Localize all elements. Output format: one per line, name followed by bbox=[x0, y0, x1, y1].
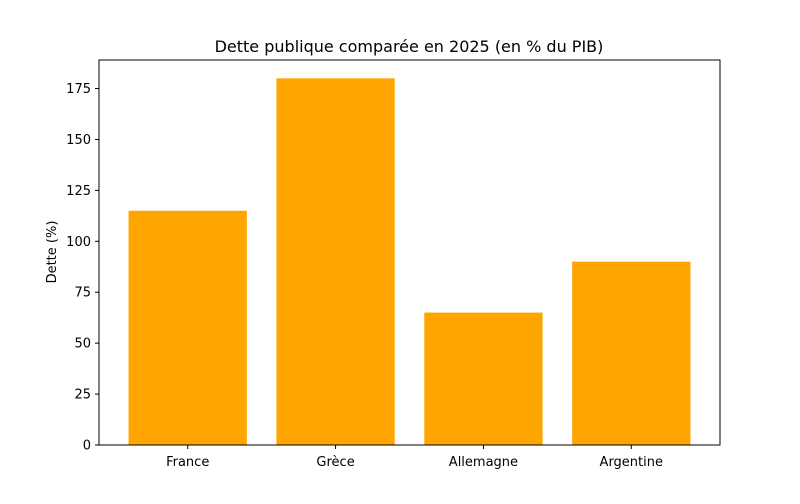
x-tick-label: Grèce bbox=[316, 455, 354, 470]
x-axis-ticks: France Grèce Allemagne Argentine bbox=[166, 445, 663, 470]
x-tick-label: Argentine bbox=[600, 455, 663, 470]
bars-group bbox=[128, 78, 691, 445]
plot-frame bbox=[98, 59, 721, 446]
bar-2 bbox=[424, 312, 543, 445]
y-tick-label: 125 bbox=[66, 184, 91, 199]
x-tick-label: France bbox=[166, 455, 209, 470]
y-tick-label: 75 bbox=[74, 286, 91, 301]
bar-0 bbox=[128, 210, 247, 445]
y-tick-label: 50 bbox=[74, 337, 91, 352]
chart-title: Dette publique comparée en 2025 (en % du… bbox=[215, 37, 604, 56]
x-tick-label: Allemagne bbox=[449, 455, 518, 470]
bar-1 bbox=[276, 78, 395, 445]
y-tick-label: 100 bbox=[66, 235, 91, 250]
y-tick-label: 150 bbox=[66, 133, 91, 148]
bar-3 bbox=[572, 261, 691, 445]
y-tick-label: 175 bbox=[66, 82, 91, 97]
y-axis-ticks: 0 25 50 75 100 125 150 175 bbox=[66, 82, 99, 454]
y-tick-label: 0 bbox=[83, 439, 91, 454]
y-tick-label: 25 bbox=[74, 388, 91, 403]
y-axis-label: Dette (%) bbox=[45, 221, 60, 284]
